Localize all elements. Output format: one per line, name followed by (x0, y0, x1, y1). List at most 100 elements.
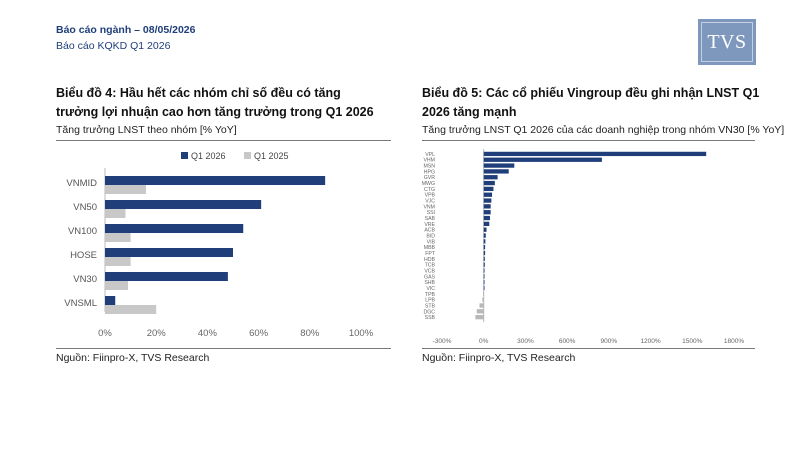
bar-q1-2026 (483, 215, 490, 221)
category-label: VIB (427, 239, 436, 245)
x-tick-label: 100% (349, 328, 374, 339)
category-label: VN50 (73, 202, 97, 213)
bar-q1-2026 (483, 151, 707, 157)
right-bar-chart: VPLVHMMSNHPGGVRMWGCTGVPBVJCVNMSSISABVREA… (422, 149, 744, 345)
category-label: VPL (425, 152, 435, 158)
bar-q1-2026 (483, 198, 492, 203)
x-tick-label: 0% (98, 328, 112, 339)
category-label: STB (425, 303, 436, 309)
category-label: MBB (424, 245, 436, 251)
category-label: VPB (425, 193, 436, 199)
category-label: TCB (425, 263, 436, 269)
bar-q1-2026 (105, 224, 244, 233)
bar-q1-2025 (105, 185, 146, 194)
bar-q1-2026 (483, 262, 485, 267)
category-label: GAS (424, 274, 435, 280)
category-label: DGC (423, 309, 435, 315)
x-tick-label: 1800% (724, 338, 744, 345)
category-label: HOSE (70, 250, 97, 261)
bar-q1-2026 (482, 297, 484, 302)
bar-q1-2025 (105, 257, 131, 266)
logo-text: TVS (707, 30, 747, 53)
bar-q1-2026 (105, 248, 233, 257)
category-label: VRE (424, 222, 435, 228)
report-name: Báo cáo KQKD Q1 2026 (56, 40, 171, 52)
bar-q1-2026 (483, 204, 491, 209)
left-top-rule (56, 140, 391, 141)
bar-q1-2026 (483, 285, 485, 291)
right-chart-title: Biểu đồ 5: Các cổ phiếu Vingroup đều ghi… (422, 86, 760, 119)
category-label: VHM (423, 158, 435, 164)
left-bar-chart: Q1 2026 Q1 2025 VNMID VN50 VN100 HOSE VN30 VNSM… (64, 151, 374, 339)
bar-q1-2026 (483, 157, 602, 162)
left-bottom-rule (56, 348, 391, 349)
category-label: FPT (425, 251, 436, 257)
bar-q1-2026 (483, 210, 491, 215)
bar-q1-2026 (483, 268, 485, 273)
bar-q1-2025 (105, 233, 131, 242)
bar-q1-2025 (105, 305, 157, 314)
category-label: MWG (422, 181, 435, 187)
bar-q1-2026 (483, 186, 494, 192)
bar-q1-2026 (483, 169, 509, 174)
bar-q1-2026 (483, 239, 486, 244)
category-label: GVR (424, 175, 435, 181)
x-tick-label: 300% (517, 338, 534, 345)
category-label: VNM (423, 204, 435, 210)
x-tick-label: 40% (198, 328, 218, 339)
bar-q1-2026 (475, 315, 484, 320)
right-source: Nguồn: Fiinpro-X, TVS Research (422, 352, 576, 364)
category-label: VIC (426, 286, 435, 292)
bar-q1-2026 (105, 272, 228, 281)
left-chart-title: Biểu đồ 4: Hầu hết các nhóm chỉ số đều c… (56, 86, 374, 119)
category-label: VCB (424, 269, 435, 275)
legend-label-0: Q1 2026 (191, 151, 226, 161)
bar-q1-2026 (483, 227, 487, 232)
category-label: HDB (424, 257, 435, 263)
bar-q1-2026 (483, 250, 486, 256)
right-chart-subtitle: Tăng trưởng LNST Q1 2026 của các doanh n… (422, 124, 785, 136)
category-label: BID (426, 234, 435, 240)
bar-q1-2025 (105, 209, 126, 218)
bar-q1-2026 (483, 192, 493, 197)
category-label: SHB (424, 280, 435, 286)
x-tick-label: 0% (479, 338, 489, 345)
category-label: VN100 (68, 226, 97, 237)
bar-q1-2026 (483, 221, 490, 227)
left-source: Nguồn: Fiinpro-X, TVS Research (56, 352, 210, 364)
category-label: CTG (424, 187, 435, 193)
x-tick-label: 60% (249, 328, 269, 339)
left-chart-subtitle: Tăng trưởng LNST theo nhóm [% YoY] (56, 124, 237, 136)
category-label: ACB (424, 228, 435, 234)
bar-q1-2026 (483, 274, 485, 279)
bar-q1-2026 (483, 180, 495, 186)
x-tick-label: 80% (300, 328, 320, 339)
category-label: MSN (423, 164, 435, 170)
x-tick-label: 1500% (682, 338, 702, 345)
right-top-rule (422, 140, 755, 141)
legend-swatch-1 (244, 152, 251, 159)
bar-q1-2026 (483, 256, 485, 262)
category-label: SSI (427, 210, 435, 216)
category-label: SAB (425, 216, 436, 222)
legend-swatch-0 (181, 152, 188, 159)
bar-q1-2026 (105, 200, 262, 209)
bar-q1-2026 (476, 309, 484, 314)
category-label: TPB (425, 292, 436, 298)
bar-q1-2026 (105, 176, 326, 185)
x-tick-label: 900% (601, 338, 618, 345)
category-label: SSB (425, 315, 436, 321)
x-tick-label: 600% (559, 338, 576, 345)
x-tick-label: -300% (433, 338, 452, 345)
bar-q1-2026 (105, 296, 116, 305)
bar-q1-2026 (483, 280, 485, 285)
category-label: VNMID (66, 178, 97, 189)
bar-q1-2026 (483, 291, 484, 296)
tvs-logo: TVS (698, 19, 756, 65)
category-label: LPB (425, 298, 435, 304)
bar-q1-2026 (479, 303, 484, 308)
x-tick-label: 20% (147, 328, 167, 339)
legend-label-1: Q1 2025 (254, 151, 289, 161)
category-label: HPG (424, 169, 435, 175)
bar-q1-2025 (105, 281, 129, 290)
